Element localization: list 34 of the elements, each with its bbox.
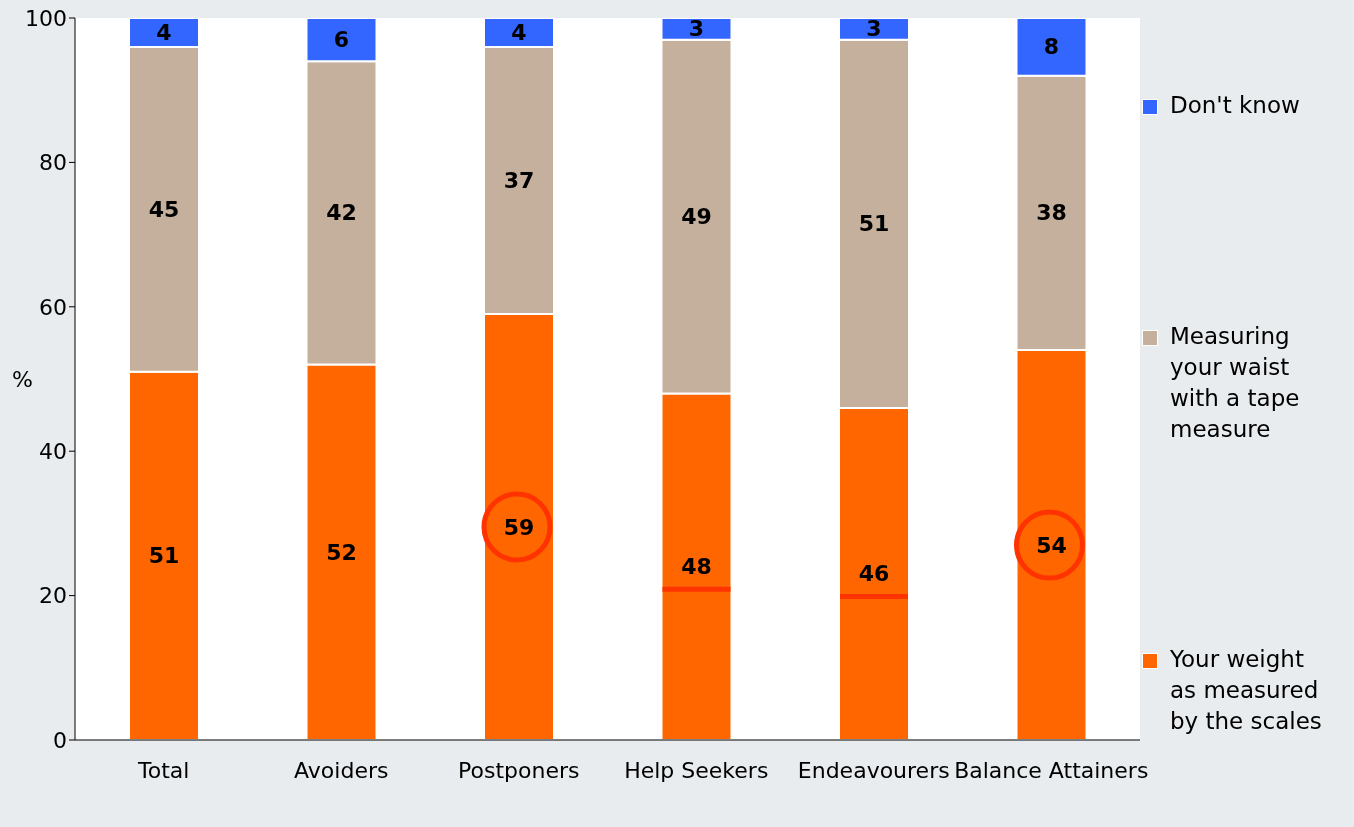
legend-label: Your weight as measured by the scales <box>1170 645 1323 736</box>
x-tick-label: Avoiders <box>294 757 389 783</box>
data-label: 59 <box>503 514 535 540</box>
y-tick-label: 80 <box>39 150 67 176</box>
data-label: 37 <box>503 167 535 193</box>
data-label: 51 <box>858 211 890 237</box>
data-label: 38 <box>1036 200 1067 226</box>
x-tick-label: Postponers <box>458 757 580 783</box>
data-label: 46 <box>858 561 890 587</box>
data-label: 4 <box>156 19 172 45</box>
legend-label: Measuring your waist with a tape measure <box>1170 321 1301 444</box>
data-label: 6 <box>333 27 350 53</box>
y-tick-label: 100 <box>25 5 67 31</box>
data-label: 4 <box>511 19 527 45</box>
data-label: 51 <box>148 543 180 569</box>
data-label: 3 <box>688 16 705 42</box>
legend-label: Don't know <box>1170 91 1300 120</box>
y-tick-label: 20 <box>39 583 67 609</box>
data-label: 42 <box>326 200 357 226</box>
data-label: 48 <box>681 554 712 580</box>
y-tick-label: 40 <box>39 439 67 465</box>
x-tick-label: Total <box>137 757 190 783</box>
data-label: 45 <box>148 196 180 222</box>
data-label: 52 <box>326 539 357 565</box>
y-tick-label: 60 <box>39 294 67 320</box>
x-tick-label: Help Seekers <box>624 757 769 783</box>
data-label: 3 <box>866 16 882 42</box>
y-axis-title: % <box>12 366 33 392</box>
y-tick-label: 0 <box>53 727 67 753</box>
data-label: 49 <box>681 204 712 230</box>
data-label: 54 <box>1036 532 1067 558</box>
x-tick-label: Endeavourers <box>797 757 950 783</box>
x-tick-label: Balance Attainers <box>954 757 1149 783</box>
data-label: 8 <box>1043 34 1060 60</box>
